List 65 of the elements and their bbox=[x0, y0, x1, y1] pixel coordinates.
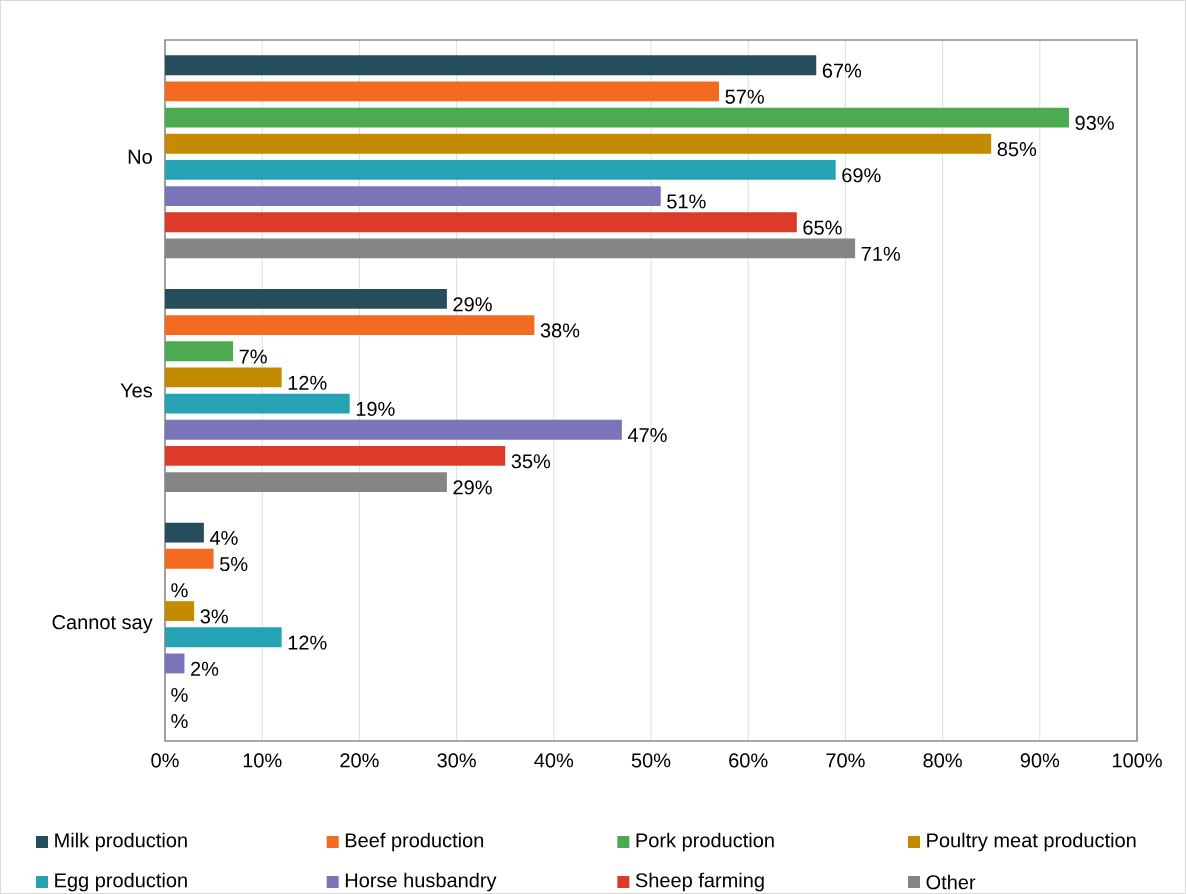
bar bbox=[165, 548, 214, 569]
data-label: 38% bbox=[540, 323, 580, 338]
x-tick-label: 90% bbox=[1020, 753, 1060, 768]
bar bbox=[165, 419, 622, 440]
bar bbox=[165, 55, 817, 76]
bar bbox=[165, 107, 1069, 128]
x-tick-label: 70% bbox=[826, 753, 865, 768]
x-tick-label: 20% bbox=[340, 753, 379, 768]
bar bbox=[165, 393, 350, 414]
bar bbox=[165, 653, 185, 674]
bar bbox=[165, 522, 204, 543]
data-label: 4% bbox=[209, 530, 238, 545]
legend-label: Horse husbandry bbox=[345, 872, 497, 892]
data-label: 85% bbox=[997, 142, 1037, 157]
x-tick-label: 10% bbox=[243, 753, 282, 768]
y-tick-label: Yes bbox=[120, 383, 153, 398]
legend-label: Other bbox=[926, 874, 976, 890]
bar bbox=[165, 186, 661, 207]
text: % bbox=[171, 714, 188, 729]
x-tick-label: 0% bbox=[151, 753, 179, 768]
data-label: 12% bbox=[288, 375, 327, 390]
data-label: 19% bbox=[356, 401, 395, 416]
data-label: 93% bbox=[1075, 115, 1114, 130]
data-label: 67% bbox=[822, 63, 862, 78]
legend-label: Poultry meat production bbox=[927, 832, 1136, 852]
x-tick-label: 30% bbox=[437, 753, 476, 768]
bar bbox=[165, 367, 282, 388]
legend-label: Egg production bbox=[55, 872, 187, 892]
bar bbox=[165, 133, 992, 154]
data-label: 57% bbox=[725, 89, 764, 104]
data-label: 12% bbox=[288, 635, 327, 650]
bar bbox=[165, 627, 282, 648]
bar bbox=[165, 288, 447, 309]
x-tick-label: 50% bbox=[631, 753, 671, 768]
data-label: 51% bbox=[667, 194, 706, 209]
bar bbox=[165, 315, 535, 336]
bar bbox=[165, 160, 836, 180]
x-tick-label: 60% bbox=[729, 753, 768, 768]
data-label: 71% bbox=[861, 246, 901, 261]
x-tick-label: 100% bbox=[1112, 753, 1162, 768]
data-label: 7% bbox=[239, 349, 267, 364]
x-tick-label: 80% bbox=[923, 753, 962, 768]
y-tick-label: No bbox=[128, 149, 152, 164]
text: % bbox=[171, 583, 188, 598]
data-label: 29% bbox=[453, 480, 492, 495]
data-label: 3% bbox=[200, 609, 228, 624]
bar bbox=[165, 341, 234, 362]
data-label: 29% bbox=[453, 297, 492, 312]
legend-label: Beef production bbox=[345, 832, 484, 852]
legend-label: Sheep farming bbox=[635, 872, 764, 892]
data-label: 35% bbox=[511, 454, 551, 469]
data-label: 65% bbox=[803, 220, 842, 235]
y-tick-label: Cannot say bbox=[52, 615, 153, 634]
legend-label: Pork production bbox=[636, 832, 774, 852]
data-label: 69% bbox=[842, 168, 881, 183]
bar bbox=[165, 446, 506, 466]
legend-label: Milk production bbox=[55, 832, 187, 852]
data-label: 47% bbox=[627, 428, 667, 443]
x-tick-label: 40% bbox=[534, 753, 574, 768]
text: % bbox=[171, 687, 188, 702]
data-label: 2% bbox=[191, 661, 219, 676]
bar bbox=[165, 81, 720, 102]
bar bbox=[165, 212, 797, 233]
bar bbox=[165, 601, 195, 622]
data-label: 5% bbox=[220, 557, 248, 572]
